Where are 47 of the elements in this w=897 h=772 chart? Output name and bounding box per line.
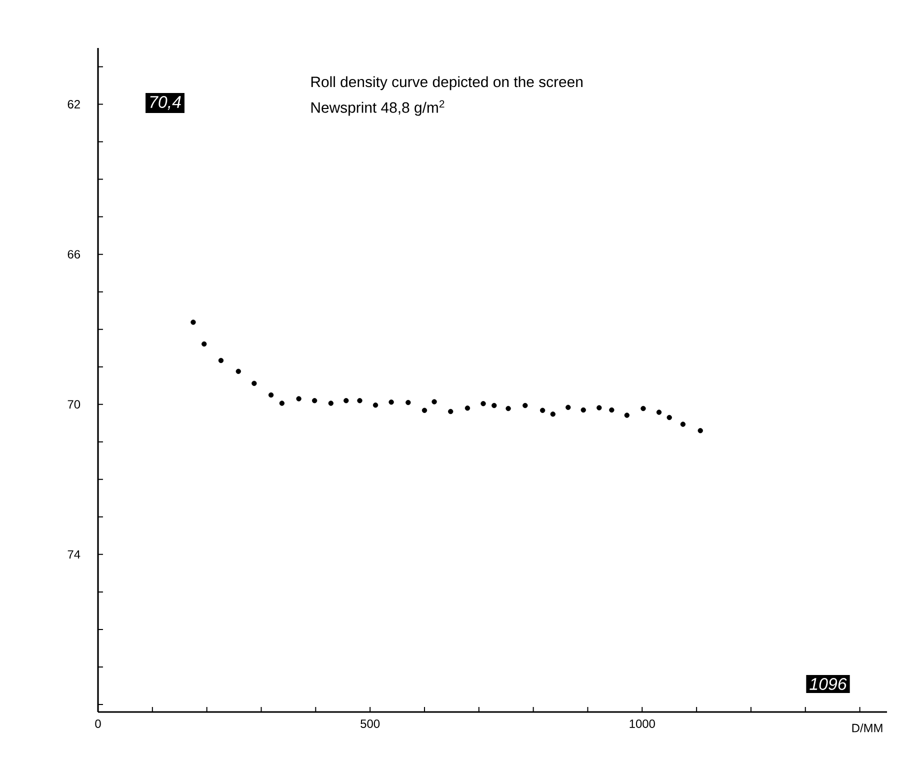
y-tick-label: 62 [68,100,80,108]
y-tick-label: 66 [68,250,80,259]
point [268,392,274,398]
text: Roll density curve depicted on the screen [311,76,582,90]
point [372,402,378,408]
point [448,408,454,414]
point [406,400,411,406]
point [236,368,241,374]
point [357,398,362,404]
point [218,358,224,364]
point [344,398,349,404]
point [566,404,571,410]
annotation: 1096 [810,678,847,690]
point [492,402,497,408]
point [666,414,672,420]
point [252,380,257,386]
y-tick-label: 74 [68,550,80,559]
x-tick-label: 500 [360,720,380,728]
point [422,408,428,413]
point [550,412,556,417]
x-tick-label: 0 [95,720,101,728]
point [624,412,630,418]
point [640,406,646,412]
point [464,406,470,411]
point [388,400,394,405]
annotation: 70,4 [150,96,181,110]
point [596,405,602,410]
point [190,320,196,325]
point [656,410,662,415]
point [680,422,686,427]
point [312,398,318,404]
point [279,400,285,406]
x-tick-label: 1000 [630,720,655,728]
point [202,341,207,347]
point [296,396,302,402]
point [609,407,614,413]
point [506,406,511,412]
text: Newsprint 48,8 g/m$^{2}$ [311,100,444,116]
point [540,408,546,413]
point [328,400,334,406]
point [698,428,703,434]
point [522,402,528,408]
point [432,399,437,404]
x-axis-title: D/MM [852,723,882,732]
y-tick-label: 70 [68,400,80,409]
point [580,407,586,413]
point [480,401,486,406]
